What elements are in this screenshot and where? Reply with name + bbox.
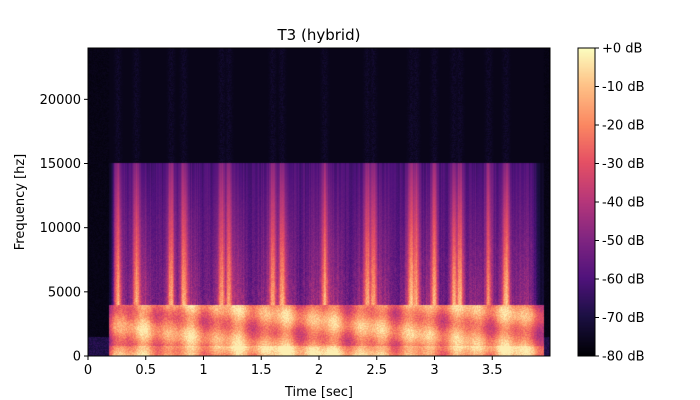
y-tick-label: 15000: [40, 157, 81, 172]
colorbar-tick-label: -70 dB: [602, 311, 645, 326]
x-tick-label: 3: [430, 363, 438, 378]
x-tick-label: 3.5: [482, 363, 503, 378]
y-axis-ticks: 0 5000 10000 15000 20000: [40, 93, 88, 365]
x-axis-label: Time [sec]: [284, 385, 353, 400]
x-tick-label: 1.5: [251, 363, 272, 378]
plot-frame: [87, 47, 551, 357]
colorbar-gradient: [578, 48, 595, 356]
y-tick-label: 20000: [40, 93, 81, 108]
colorbar-tick-label: -50 dB: [602, 234, 645, 249]
y-tick-label: 5000: [48, 285, 81, 300]
colorbar-ticks: +0 dB -10 dB -20 dB -30 dB -40 dB -50 dB -60 d…: [595, 42, 645, 365]
spectrogram-image: [88, 48, 550, 356]
colorbar-tick-label: -60 dB: [602, 273, 645, 288]
y-tick-label: 0: [73, 350, 81, 365]
colorbar-tick-label: -30 dB: [602, 157, 645, 172]
y-axis-label: Frequency [hz]: [13, 154, 28, 251]
colorbar-tick-label: -80 dB: [602, 350, 645, 365]
x-tick-label: 0: [84, 363, 92, 378]
colorbar-tick-label: -40 dB: [602, 196, 645, 211]
x-axis-ticks: 0 0.5 1 1.5 2 2.5 3 3.5: [84, 356, 503, 378]
y-tick-label: 10000: [40, 221, 81, 236]
colorbar-frame: [577, 47, 596, 357]
colorbar-tick-label: -20 dB: [602, 119, 645, 134]
colorbar-tick-label: -10 dB: [602, 80, 645, 95]
x-tick-label: 1: [199, 363, 207, 378]
x-tick-label: 0.5: [135, 363, 156, 378]
chart-title: T3 (hybrid): [277, 26, 361, 44]
x-tick-label: 2: [315, 363, 323, 378]
colorbar-tick-label: +0 dB: [602, 42, 642, 57]
x-tick-label: 2.5: [366, 363, 387, 378]
